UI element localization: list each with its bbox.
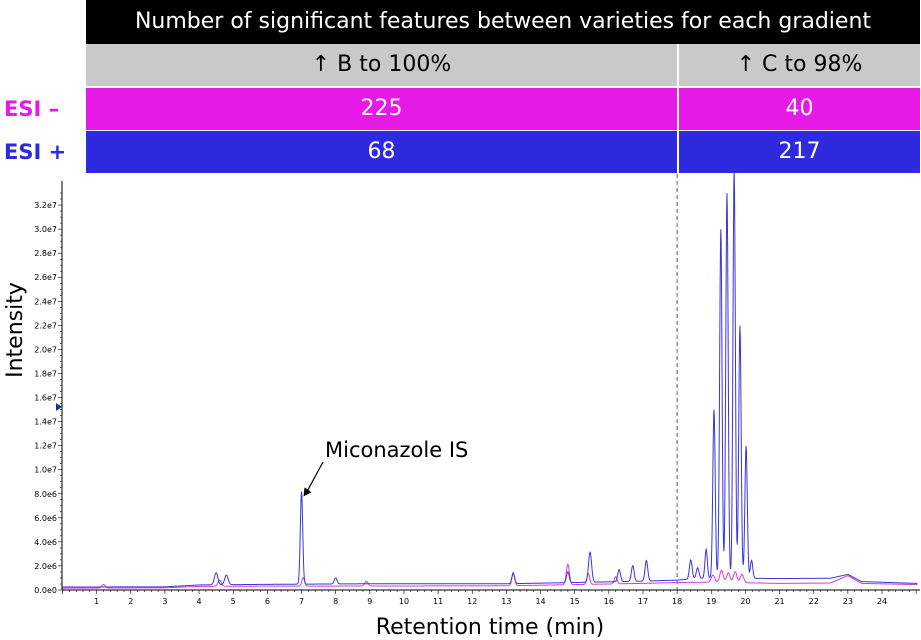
y-tick-label: 2.8e7: [34, 249, 57, 258]
y-tick-label: 2.4e7: [34, 297, 57, 306]
x-tick-label: 4: [197, 597, 202, 606]
axes: 0.0e0 2.0e6 4.0e6 6.0e6 8.0e6 1.0e7 1.2e7 1.4e7…: [34, 174, 920, 606]
y-tick-label: 3.2e7: [34, 201, 57, 210]
x-tick-label: 6: [265, 597, 270, 606]
y-tick-label: 3.0e7: [34, 225, 57, 234]
annotation-label: Miconazole IS: [325, 438, 468, 462]
y-tick-label: 2.2e7: [34, 321, 57, 330]
table-row-esi-pos: 68 217: [86, 131, 920, 173]
x-tick-label: 16: [604, 597, 614, 606]
y-tick-label: 2.6e7: [34, 273, 57, 282]
row-label-esi-neg: ESI –: [4, 97, 60, 121]
x-tick-label: 8: [333, 597, 338, 606]
x-tick-label: 2: [128, 597, 133, 606]
x-tick-label: 23: [843, 597, 853, 606]
x-tick-label: 13: [501, 597, 511, 606]
y-tick-label: 1.8e7: [34, 369, 57, 378]
x-tick-label: 21: [774, 597, 784, 606]
x-tick-label: 10: [399, 597, 409, 606]
header-c-gradient: ↑ C to 98%: [679, 44, 920, 86]
y-axis-label: Intensity: [3, 282, 28, 378]
x-tick-label: 7: [299, 597, 304, 606]
x-tick-label: 17: [638, 597, 648, 606]
row-label-esi-pos: ESI +: [4, 140, 67, 164]
x-tick-label: 22: [809, 597, 819, 606]
esi-neg-b-value: 225: [86, 88, 679, 130]
x-tick-label: 19: [706, 597, 716, 606]
y-tick-label: 1.4e7: [34, 418, 57, 427]
y-tick-label: 4.0e6: [34, 538, 57, 547]
x-tick-label: 11: [433, 597, 443, 606]
x-tick-label: 1: [94, 597, 99, 606]
y-tick-label: 1.2e7: [34, 442, 57, 451]
table-title: Number of significant features between v…: [86, 0, 920, 44]
y-tick-label: 2.0e6: [34, 562, 57, 571]
x-axis-label: Retention time (min): [376, 615, 604, 640]
x-tick-label: 5: [231, 597, 236, 606]
x-tick-label: 9: [367, 597, 372, 606]
x-tick-label: 20: [740, 597, 750, 606]
x-tick-label: 24: [877, 597, 887, 606]
y-tick-label: 2.0e7: [34, 345, 57, 354]
x-tick-label: 3: [162, 597, 167, 606]
y-tick-label: 8.0e6: [34, 490, 57, 499]
x-tick-label: 14: [535, 597, 545, 606]
table-row-esi-neg: 225 40: [86, 88, 920, 130]
series-line-esi-neg: [62, 563, 918, 589]
y-tick-label: 6.0e6: [34, 514, 57, 523]
y-tick-label: 0.0e0: [34, 586, 57, 595]
annotation-arrow-head-icon: [303, 487, 312, 497]
y-tick-label: 1.0e7: [34, 466, 57, 475]
esi-pos-c-value: 217: [679, 131, 920, 173]
x-tick-label: 15: [570, 597, 580, 606]
esi-neg-c-value: 40: [679, 88, 920, 130]
series-layer: [62, 169, 918, 589]
annotation-arrow-line: [305, 461, 324, 493]
y-tick-label: 1.6e7: [34, 394, 57, 403]
y-marker-icon: [56, 403, 62, 411]
x-tick-label: 12: [467, 597, 477, 606]
table-header-row: ↑ B to 100% ↑ C to 98%: [86, 44, 920, 86]
esi-pos-b-value: 68: [86, 131, 679, 173]
header-b-gradient: ↑ B to 100%: [86, 44, 679, 86]
annotation-layer: Miconazole IS: [303, 438, 468, 497]
x-tick-label: 18: [672, 597, 682, 606]
series-line-esi-pos: [62, 169, 918, 588]
